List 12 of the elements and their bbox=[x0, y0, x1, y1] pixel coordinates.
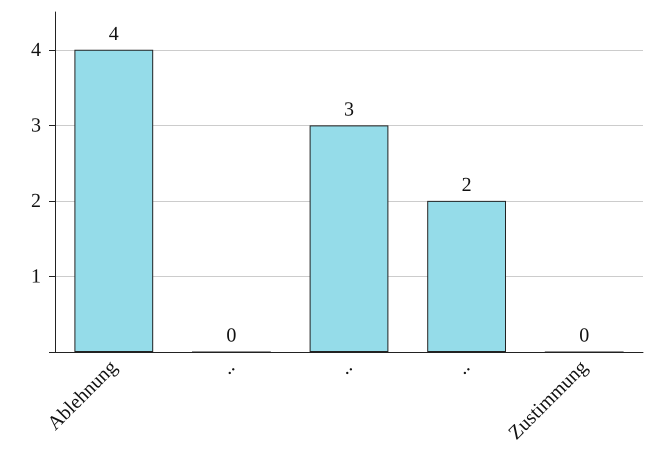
x-tick-label: .. bbox=[216, 356, 240, 379]
y-tick-label: 4 bbox=[31, 38, 41, 61]
x-tick-label: .. bbox=[452, 356, 474, 379]
data-label: 0 bbox=[226, 324, 236, 346]
data-label: 2 bbox=[462, 174, 472, 196]
y-tick-label: 3 bbox=[31, 114, 41, 136]
data-label: 3 bbox=[344, 98, 354, 120]
y-tick-label: 2 bbox=[31, 190, 41, 212]
data-label: 4 bbox=[108, 22, 119, 45]
x-tick-label: .. bbox=[334, 356, 357, 379]
y-tick-label: 1 bbox=[31, 265, 41, 288]
data-label: 0 bbox=[579, 324, 590, 346]
